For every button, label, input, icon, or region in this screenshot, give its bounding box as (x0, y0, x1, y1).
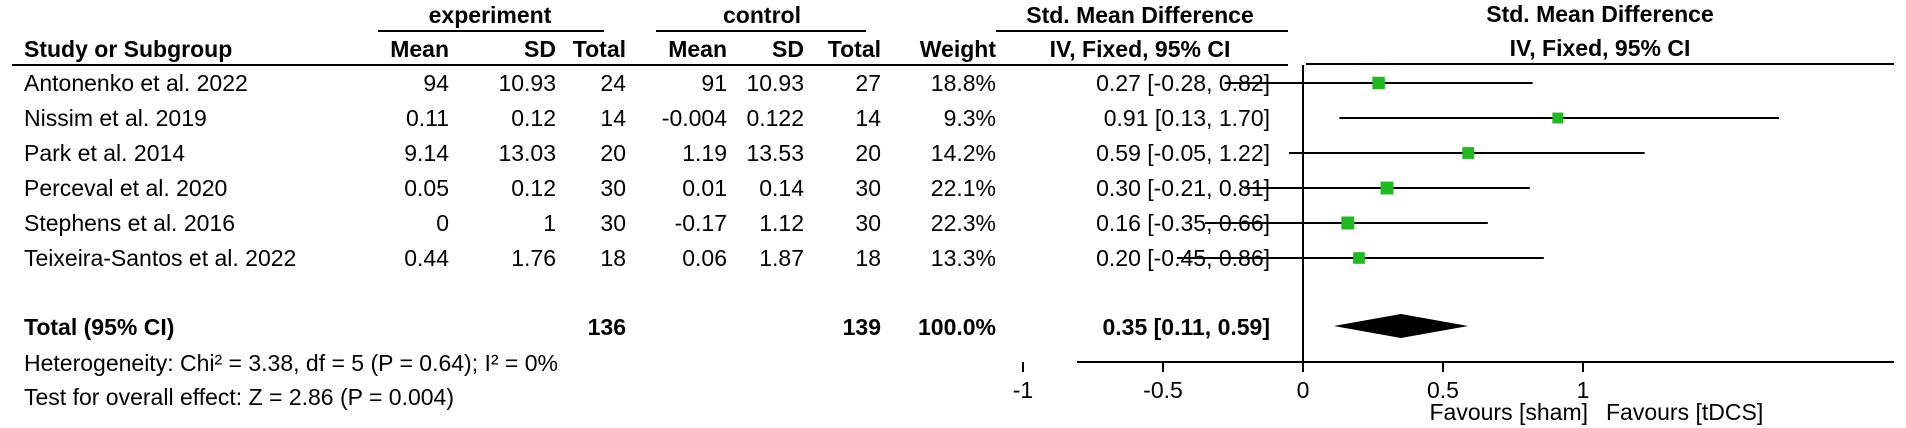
plot-header-rule (1306, 63, 1894, 65)
weight: 14.2% (930, 140, 996, 166)
study-marker (1380, 181, 1394, 195)
col-header-study: Study or Subgroup (24, 36, 233, 62)
x-tick-label: 0.5 (1427, 377, 1459, 403)
study-name: Antonenko et al. 2022 (24, 70, 248, 96)
control-header-rule (656, 30, 866, 32)
favours-right-label: Favours [tDCS] (1606, 399, 1763, 425)
weight: 13.3% (930, 245, 996, 271)
ctl-mean: 1.19 (682, 140, 727, 166)
ctl-mean: 0.01 (682, 175, 727, 201)
col-header-exp-sd: SD (524, 36, 556, 62)
overall-effect-stat: Test for overall effect: Z = 2.86 (P = 0… (24, 384, 454, 410)
ctl-total: 27 (855, 70, 881, 96)
exp-sd: 1 (543, 210, 556, 236)
smd-header-rule (996, 30, 1288, 32)
exp-mean: 0 (436, 210, 449, 236)
exp-sd: 0.12 (511, 175, 556, 201)
exp-total: 24 (600, 70, 626, 96)
col-header-weight: Weight (919, 36, 996, 62)
study-name: Stephens et al. 2016 (24, 210, 235, 236)
ctl-sd: 1.87 (759, 245, 804, 271)
ctl-sd: 1.12 (759, 210, 804, 236)
ctl-sd: 0.122 (746, 105, 804, 131)
total-weight: 100.0% (917, 314, 996, 340)
ctl-mean: 0.06 (682, 245, 727, 271)
x-tick-label: -0.5 (1143, 377, 1183, 403)
ctl-sd: 10.93 (746, 70, 804, 96)
weight: 9.3% (943, 105, 996, 131)
weight: 18.8% (930, 70, 996, 96)
study-name: Perceval et al. 2020 (24, 175, 228, 201)
exp-mean: 94 (423, 70, 449, 96)
ctl-total: 30 (855, 175, 881, 201)
total-smd-ci: 0.35 [0.11, 0.59] (1102, 314, 1270, 340)
weight: 22.1% (930, 175, 996, 201)
col-header-exp-mean: Mean (390, 36, 449, 62)
smd-ci: 0.91 [0.13, 1.70] (1103, 105, 1270, 131)
col-header-ctl-sd: SD (772, 36, 804, 62)
study-marker (1341, 216, 1355, 230)
ctl-total: 20 (855, 140, 881, 166)
exp-total: 14 (600, 105, 626, 131)
x-tick-label: -1 (1013, 377, 1033, 403)
pooled-diamond (1333, 314, 1469, 338)
total-ctl-n: 139 (842, 314, 881, 340)
ctl-mean: 91 (701, 70, 727, 96)
x-axis: -1 -0.5 0 0.5 1 (1013, 361, 1894, 403)
total-label: Total (95% CI) (24, 314, 175, 340)
exp-mean: 0.11 (405, 105, 449, 131)
col-header-smd-method: IV, Fixed, 95% CI (1049, 36, 1231, 62)
col-header-ctl-total: Total (827, 36, 881, 62)
ctl-mean: -0.004 (661, 105, 727, 131)
exp-mean: 0.44 (404, 245, 449, 271)
study-marker (1372, 76, 1385, 90)
plot-marks (1177, 65, 1779, 362)
smd-column-title: Std. Mean Difference (1026, 2, 1254, 28)
ctl-sd: 13.53 (746, 140, 804, 166)
ctl-total: 14 (855, 105, 881, 131)
weight: 22.3% (930, 210, 996, 236)
study-name: Park et al. 2014 (24, 140, 186, 166)
exp-total: 20 (600, 140, 626, 166)
experiment-header-rule (378, 30, 604, 32)
study-marker (1462, 147, 1475, 159)
study-name: Nissim et al. 2019 (24, 105, 207, 131)
col-header-exp-total: Total (572, 36, 626, 62)
smd-ci: 0.59 [-0.05, 1.22] (1096, 140, 1270, 166)
smd-ci: 0.30 [-0.21, 0.81] (1096, 175, 1270, 201)
study-marker (1552, 112, 1564, 124)
ctl-total: 30 (855, 210, 881, 236)
exp-total: 18 (600, 245, 626, 271)
exp-sd: 10.93 (498, 70, 556, 96)
exp-sd: 0.12 (511, 105, 556, 131)
favours-left-label: Favours [sham] (1430, 399, 1589, 425)
plot-title: Std. Mean Difference (1486, 1, 1714, 27)
table-header-rule (12, 64, 1288, 66)
exp-total: 30 (600, 210, 626, 236)
x-tick-label: 1 (1577, 377, 1590, 403)
x-tick-label: 0 (1297, 377, 1310, 403)
plot-subtitle: IV, Fixed, 95% CI (1510, 35, 1691, 61)
exp-mean: 9.14 (404, 140, 449, 166)
col-header-ctl-mean: Mean (668, 36, 727, 62)
heterogeneity-stat: Heterogeneity: Chi² = 3.38, df = 5 (P = … (24, 350, 558, 376)
control-group-header: control (723, 2, 801, 28)
exp-sd: 13.03 (498, 140, 556, 166)
exp-total: 30 (600, 175, 626, 201)
total-exp-n: 136 (587, 314, 626, 340)
exp-sd: 1.76 (511, 245, 556, 271)
experiment-group-header: experiment (428, 2, 552, 28)
ctl-sd: 0.14 (759, 175, 804, 201)
ctl-mean: -0.17 (674, 210, 727, 236)
study-name: Teixeira-Santos et al. 2022 (24, 245, 297, 271)
exp-mean: 0.05 (404, 175, 449, 201)
study-marker (1353, 252, 1365, 264)
ctl-total: 18 (855, 245, 881, 271)
